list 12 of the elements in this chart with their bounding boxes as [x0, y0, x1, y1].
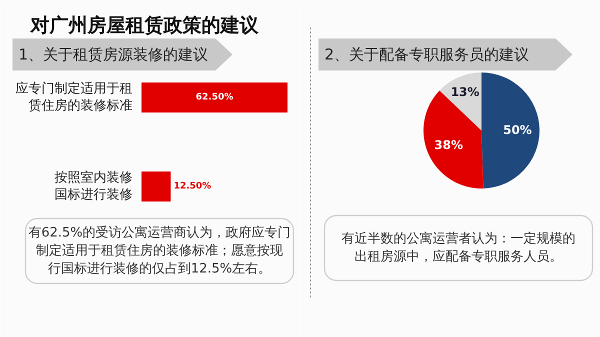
data-label: 13% — [450, 85, 480, 100]
y-tick-label: 按照室内装修国标进行装修 — [54, 170, 132, 202]
annotation: 有62.5%的受访公寓运营商认为，政府应专门制定适用于租赁住房的装修标准；愿意按现行国标进行装修的仅占到12.5%左右。 — [28, 224, 291, 276]
y-tick-label: 应专门制定适用于租赁住房的装修标准 — [16, 80, 132, 114]
chart-subtitle: 1、关于租赁房源装修的建议 — [18, 46, 208, 64]
data-label: 12.50% — [174, 182, 212, 192]
data-label: 38% — [434, 138, 464, 152]
chart-title: 对广州房屋租赁政策的建议 — [30, 14, 260, 36]
chart-title: 2、关于配备专职服务员的建议 — [324, 46, 530, 64]
data-label: 62.50% — [196, 92, 234, 102]
text: 有近半数的公寓运营者认为：一定规模的出租房源中，应配备专职服务人员。 — [342, 230, 576, 264]
data-label: 50% — [503, 122, 532, 137]
